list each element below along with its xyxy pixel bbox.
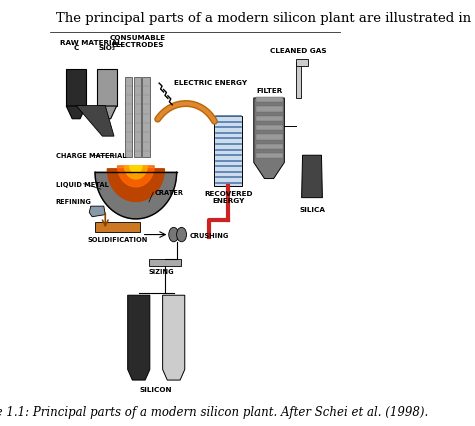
Text: LIQUID METAL: LIQUID METAL [56,181,109,187]
Bar [256,107,283,112]
Bar [215,117,242,187]
Bar [256,135,283,141]
Text: CRATER: CRATER [155,190,184,196]
Bar [296,63,301,99]
Text: CRUSHING: CRUSHING [190,232,229,238]
Text: RECOVERED
ENERGY: RECOVERED ENERGY [204,191,253,204]
Bar [256,116,283,122]
Bar [256,144,283,150]
Bar [149,259,181,266]
Text: The principal parts of a modern silicon plant are illustrated in Figure 1.1.: The principal parts of a modern silicon … [56,12,475,25]
Circle shape [169,228,179,242]
Bar [133,78,141,158]
Text: REFINING: REFINING [56,198,92,204]
Bar [95,223,140,232]
Circle shape [177,228,187,242]
Text: ELECTRIC ENERGY: ELECTRIC ENERGY [174,80,247,86]
Bar [125,78,133,158]
Text: FILTER: FILTER [256,88,282,94]
Text: SILICON: SILICON [140,386,172,392]
Bar [256,153,283,159]
Polygon shape [124,167,147,179]
Polygon shape [162,296,185,380]
Polygon shape [89,207,105,217]
Bar [256,98,283,103]
Text: C: C [74,45,79,51]
Polygon shape [95,173,177,219]
Polygon shape [76,106,114,137]
Polygon shape [254,99,285,179]
Polygon shape [302,156,323,198]
Polygon shape [107,170,164,202]
Text: Figure 1.1: Principal parts of a modern silicon plant. After Schei et al. (1998): Figure 1.1: Principal parts of a modern … [0,405,428,418]
Text: SILICA: SILICA [299,207,325,213]
Polygon shape [130,167,142,173]
Bar [97,69,117,107]
Polygon shape [128,296,150,380]
Text: SiO₂: SiO₂ [98,45,115,51]
Polygon shape [66,107,86,119]
Polygon shape [117,167,154,187]
Bar [142,78,150,158]
Text: RAW MATERIAL: RAW MATERIAL [60,40,122,46]
Bar [256,126,283,131]
Text: CONSUMABLE
ELECTRODES: CONSUMABLE ELECTRODES [109,35,165,48]
Text: SIZING: SIZING [149,268,175,274]
Bar [66,69,86,107]
Bar [296,60,308,67]
Text: SOLIDIFICATION: SOLIDIFICATION [87,236,148,242]
Text: CHARGE MATERIAL: CHARGE MATERIAL [56,153,126,159]
Polygon shape [97,107,117,119]
Text: CLEANED GAS: CLEANED GAS [270,48,327,54]
